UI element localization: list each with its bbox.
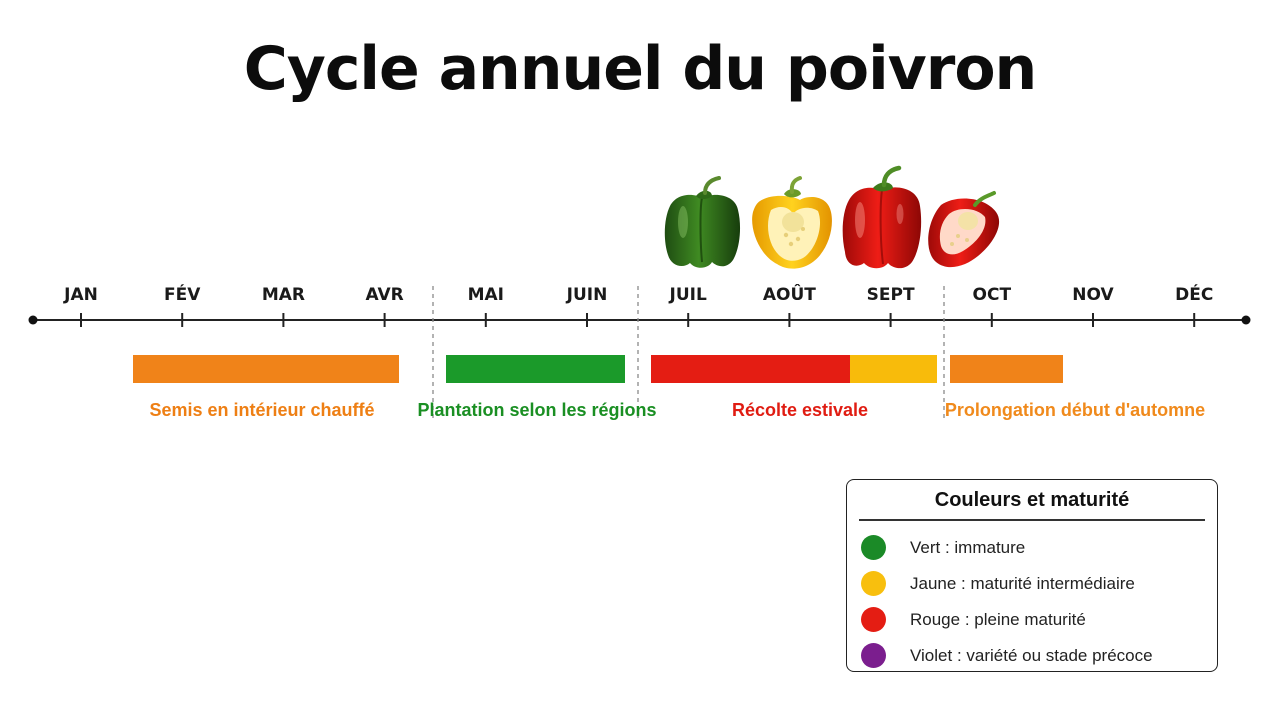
phase-label-semis: Semis en intérieur chauffé	[149, 400, 374, 420]
legend-item-vert: Vert : immature	[847, 530, 1217, 566]
phase-label-prolongation: Prolongation début d'automne	[945, 400, 1205, 420]
red-pepper-half-icon	[928, 191, 1000, 268]
month-label: DÉC	[1175, 283, 1213, 305]
legend-item-label: Vert : immature	[910, 537, 1026, 557]
purple-dot-icon	[861, 643, 886, 668]
month-label: NOV	[1072, 285, 1114, 305]
month-label: MAR	[262, 285, 305, 305]
yellow-pepper-half-icon	[752, 176, 832, 269]
red-pepper-icon	[842, 165, 922, 269]
month-label: JAN	[63, 285, 98, 305]
green-pepper-icon	[664, 176, 741, 268]
legend-divider	[859, 519, 1205, 521]
month-label: JUIN	[566, 285, 608, 305]
legend-item-jaune: Jaune : maturité intermédiaire	[847, 566, 1217, 602]
month-label: AOÛT	[763, 283, 816, 305]
legend-title: Couleurs et maturité	[934, 489, 1130, 511]
bar-semis	[133, 355, 399, 383]
green-dot-icon	[861, 535, 886, 560]
legend-item-label: Jaune : maturité intermédiaire	[910, 573, 1135, 593]
month-label: OCT	[973, 285, 1012, 305]
month-label: AVR	[365, 285, 403, 305]
phase-separators	[432, 286, 945, 420]
legend-item-rouge: Rouge : pleine maturité	[847, 602, 1217, 638]
axis-start-dot	[28, 315, 38, 325]
axis-end-dot	[1241, 315, 1251, 325]
yellow-dot-icon	[861, 571, 886, 596]
phase-label-recolte: Récolte estivale	[732, 400, 868, 420]
month-label: MAI	[468, 285, 504, 305]
legend-item-label: Rouge : pleine maturité	[910, 609, 1086, 629]
bar-plantation	[446, 355, 625, 383]
timeline: JAN FÉV MAR AVR MAI JUIN JUIL AOÛT SEPT OCT NOV DÉC…	[28, 165, 1251, 420]
red-dot-icon	[861, 607, 886, 632]
page-title: Cycle annuel du poivron	[243, 34, 1038, 104]
phase-label-plantation: Plantation selon les régions	[417, 400, 656, 420]
bar-prolongation	[950, 355, 1063, 383]
bar-recolte-red	[651, 355, 850, 383]
month-label: FÉV	[164, 283, 201, 305]
month-label: JUIL	[669, 285, 707, 305]
legend-item-label: Violet : variété ou stade précoce	[910, 645, 1153, 665]
month-label: SEPT	[867, 285, 915, 305]
bar-recolte-yellow	[850, 355, 937, 383]
legend-item-violet: Violet : variété ou stade précoce	[847, 638, 1217, 674]
legend-box: Couleurs et maturité Vert : immature Jau…	[846, 479, 1218, 672]
